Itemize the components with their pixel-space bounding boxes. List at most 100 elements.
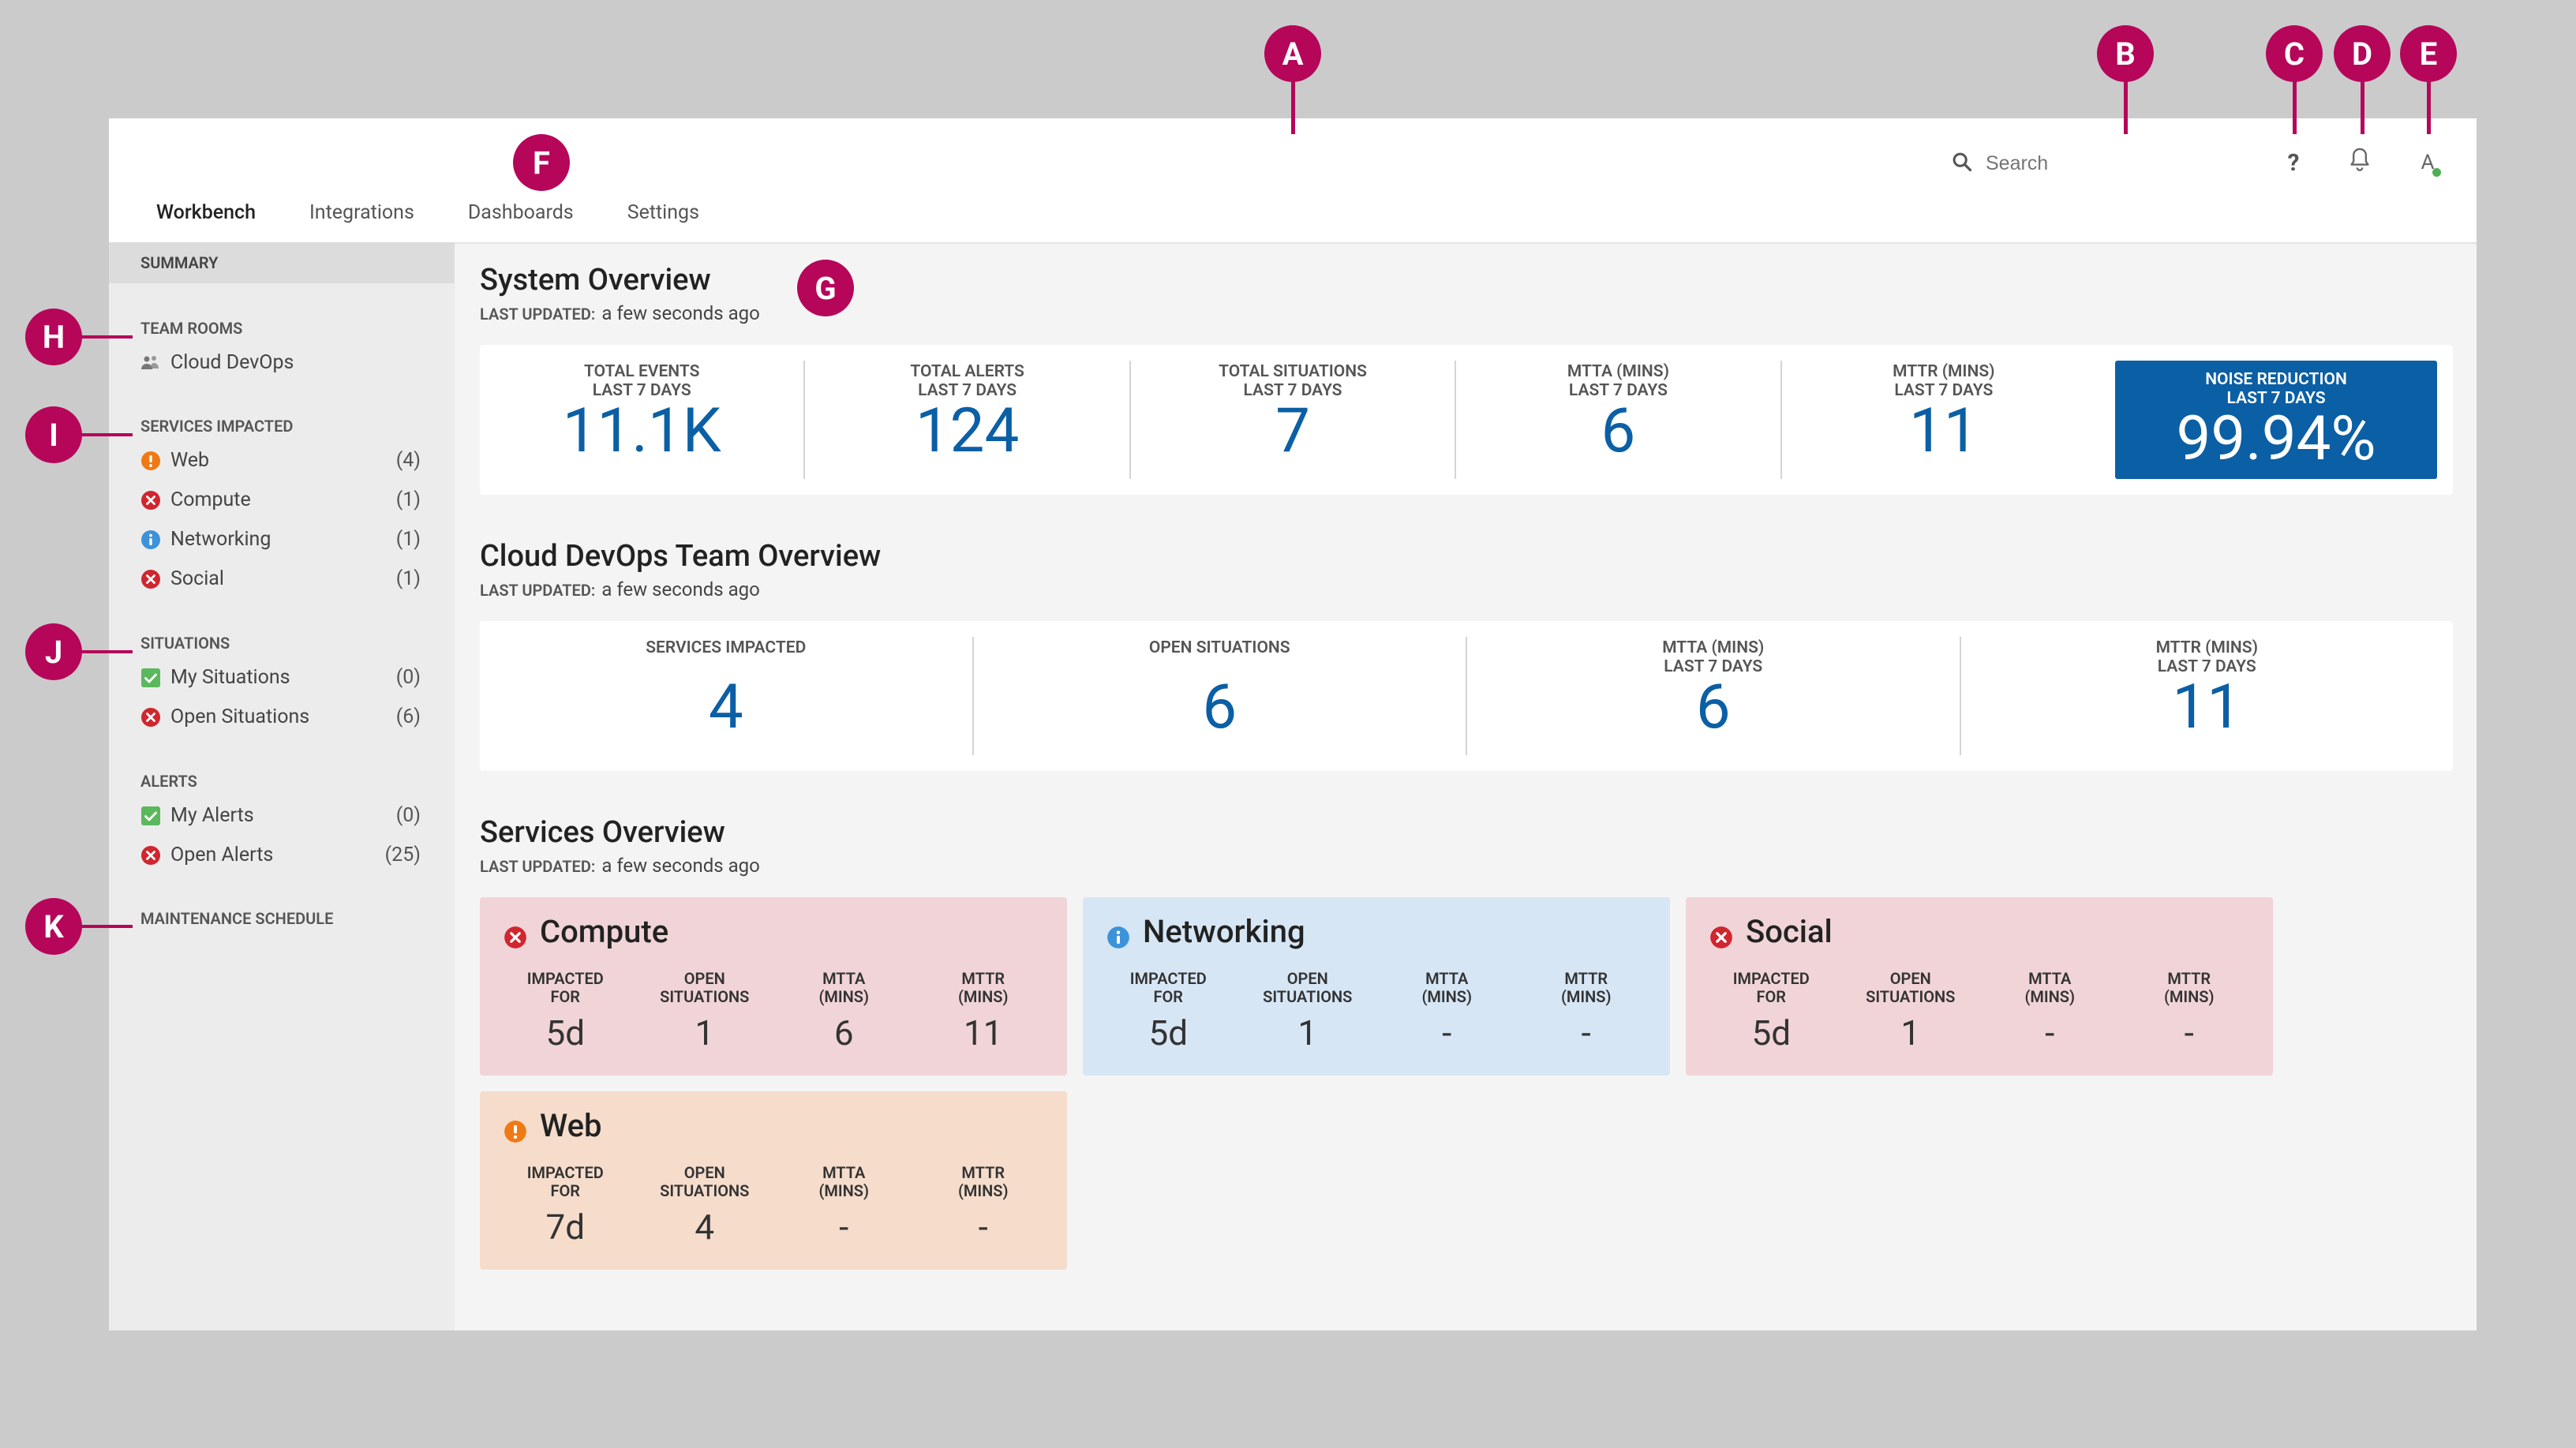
last-updated-label: LAST UPDATED: bbox=[480, 857, 596, 876]
sidebar-item-count: (4) bbox=[395, 449, 421, 472]
tab-workbench[interactable]: Workbench bbox=[156, 201, 256, 224]
col-label: SITUATIONS bbox=[660, 987, 750, 1006]
col-label: IMPACTED bbox=[526, 1163, 604, 1182]
service-card-compute[interactable]: Compute IMPACTED FOR 5d OPEN SITUATIONS 1 MT… bbox=[480, 897, 1067, 1076]
last-updated: LAST UPDATED: a few seconds ago bbox=[480, 578, 760, 601]
sidebar-item-summary[interactable]: SUMMARY bbox=[109, 242, 455, 283]
metric-total-events[interactable]: TOTAL EVENTS LAST 7 DAYS 11.1K bbox=[480, 361, 803, 479]
service-value: - bbox=[978, 1207, 988, 1248]
sidebar-item-count: (1) bbox=[395, 528, 421, 551]
metric-sublabel: LAST 7 DAYS bbox=[2157, 657, 2256, 676]
sidebar: SUMMARY TEAM ROOMS Cloud DevOps SERVICES… bbox=[109, 242, 455, 1330]
service-value: - bbox=[1442, 1012, 1452, 1053]
callout-line-h bbox=[79, 335, 133, 339]
metric-total-alerts[interactable]: TOTAL ALERTS LAST 7 DAYS 124 bbox=[803, 361, 1129, 479]
col-label: FOR bbox=[550, 1181, 581, 1200]
callout-i: I bbox=[25, 406, 82, 463]
col-label: (MINS) bbox=[818, 1181, 870, 1200]
metric-value: 7 bbox=[1275, 395, 1310, 467]
metric-services-impacted[interactable]: SERVICES IMPACTED 4 bbox=[480, 637, 972, 755]
col-label: MTTR bbox=[961, 969, 1005, 988]
tab-integrations[interactable]: Integrations bbox=[309, 201, 414, 224]
col-label: FOR bbox=[550, 987, 581, 1006]
service-value: 11 bbox=[964, 1012, 1003, 1053]
sidebar-item-compute[interactable]: Compute (1) bbox=[140, 488, 421, 511]
callout-d: D bbox=[2334, 25, 2391, 82]
callout-line-i bbox=[79, 433, 133, 436]
col-label: (MINS) bbox=[2163, 987, 2215, 1006]
bell-icon bbox=[2347, 146, 2372, 179]
service-value: - bbox=[2184, 1012, 2194, 1053]
metric-team-mtta[interactable]: MTTA (MINS) LAST 7 DAYS 6 bbox=[1466, 637, 1960, 755]
service-value: 7d bbox=[545, 1207, 586, 1248]
metric-sublabel: LAST 7 DAYS bbox=[2226, 389, 2326, 408]
sidebar-item-web[interactable]: Web (4) bbox=[140, 449, 421, 472]
metric-team-mttr[interactable]: MTTR (MINS) LAST 7 DAYS 11 bbox=[1959, 637, 2454, 755]
col-label: MTTA bbox=[822, 1163, 866, 1182]
error-icon bbox=[140, 707, 161, 728]
search-icon bbox=[1951, 151, 1973, 176]
user-avatar-button[interactable]: A bbox=[2404, 134, 2451, 191]
last-updated-value: a few seconds ago bbox=[601, 855, 760, 877]
service-card-networking[interactable]: Networking IMPACTED FOR 5d OPEN SITUATIONS 1… bbox=[1083, 897, 1670, 1076]
service-value: 1 bbox=[695, 1012, 715, 1053]
callout-line-k bbox=[79, 925, 133, 928]
metric-value: 6 bbox=[1202, 672, 1237, 743]
info-icon bbox=[1106, 920, 1130, 948]
col-label: MTTA bbox=[822, 969, 866, 988]
tab-dashboards[interactable]: Dashboards bbox=[467, 201, 574, 224]
metric-sublabel: LAST 7 DAYS bbox=[1664, 657, 1763, 676]
col-label: MTTA bbox=[1425, 969, 1469, 988]
service-card-web[interactable]: Web IMPACTED FOR 7d OPEN SITUATIONS 4 MTTA (M… bbox=[480, 1091, 1067, 1270]
sidebar-item-networking[interactable]: Networking (1) bbox=[140, 528, 421, 551]
service-value: 1 bbox=[1900, 1012, 1921, 1053]
info-icon bbox=[140, 529, 161, 550]
notifications-button[interactable] bbox=[2336, 134, 2383, 191]
last-updated: LAST UPDATED: a few seconds ago bbox=[480, 302, 760, 324]
callout-e: E bbox=[2400, 25, 2457, 82]
metric-label: NOISE REDUCTION bbox=[2205, 370, 2347, 389]
sidebar-section-services-impacted: SERVICES IMPACTED bbox=[140, 417, 294, 436]
metric-value: 99.94% bbox=[2176, 403, 2376, 475]
checkbox-checked-icon bbox=[140, 668, 161, 688]
help-button[interactable]: ? bbox=[2270, 134, 2317, 191]
search-input[interactable] bbox=[1984, 151, 2224, 176]
help-icon: ? bbox=[2287, 148, 2300, 177]
service-value: 5d bbox=[1751, 1012, 1792, 1053]
metric-mttr[interactable]: MTTR (MINS) LAST 7 DAYS 11 bbox=[1780, 361, 2106, 479]
col-label: OPEN bbox=[1889, 969, 1931, 988]
sidebar-item-label: My Situations bbox=[170, 666, 290, 689]
search-box[interactable] bbox=[1951, 136, 2275, 191]
metric-value: 11.1K bbox=[562, 395, 721, 467]
sidebar-item-my-situations[interactable]: My Situations (0) bbox=[140, 666, 421, 689]
sidebar-item-open-alerts[interactable]: Open Alerts (25) bbox=[140, 844, 421, 866]
sidebar-item-count: (0) bbox=[395, 666, 421, 689]
callout-f: F bbox=[513, 134, 570, 191]
metric-value: 4 bbox=[708, 672, 743, 743]
col-label: (MINS) bbox=[957, 1181, 1009, 1200]
service-value: 1 bbox=[1297, 1012, 1318, 1053]
metric-total-situations[interactable]: TOTAL SITUATIONS LAST 7 DAYS 7 bbox=[1129, 361, 1455, 479]
service-card-social[interactable]: Social IMPACTED FOR 5d OPEN SITUATIONS 1 MTT… bbox=[1686, 897, 2273, 1076]
metric-sublabel: LAST 7 DAYS bbox=[918, 381, 1017, 400]
callout-line-e bbox=[2427, 79, 2431, 134]
col-label: IMPACTED bbox=[526, 969, 604, 988]
tab-settings[interactable]: Settings bbox=[627, 201, 700, 224]
metric-label: MTTA (MINS) bbox=[1662, 638, 1765, 657]
sidebar-item-social[interactable]: Social (1) bbox=[140, 567, 421, 590]
metric-mtta[interactable]: MTTA (MINS) LAST 7 DAYS 6 bbox=[1455, 361, 1780, 479]
metric-open-situations[interactable]: OPEN SITUATIONS 6 bbox=[972, 637, 1466, 755]
callout-line-j bbox=[79, 650, 133, 653]
col-label: (MINS) bbox=[1560, 987, 1612, 1006]
sidebar-item-maintenance-schedule[interactable]: MAINTENANCE SCHEDULE bbox=[140, 909, 334, 928]
metric-noise-reduction[interactable]: NOISE REDUCTION LAST 7 DAYS 99.94% bbox=[2115, 361, 2438, 479]
service-value: 4 bbox=[695, 1207, 715, 1248]
service-value: - bbox=[1581, 1012, 1591, 1053]
callout-line-a bbox=[1291, 79, 1295, 134]
service-value: - bbox=[2045, 1012, 2055, 1053]
col-label: FOR bbox=[1756, 987, 1787, 1006]
sidebar-item-my-alerts[interactable]: My Alerts (0) bbox=[140, 804, 421, 827]
sidebar-item-open-situations[interactable]: Open Situations (6) bbox=[140, 705, 421, 728]
sidebar-item-cloud-devops[interactable]: Cloud DevOps bbox=[140, 351, 421, 374]
section-title-services-overview: Services Overview bbox=[480, 815, 725, 850]
